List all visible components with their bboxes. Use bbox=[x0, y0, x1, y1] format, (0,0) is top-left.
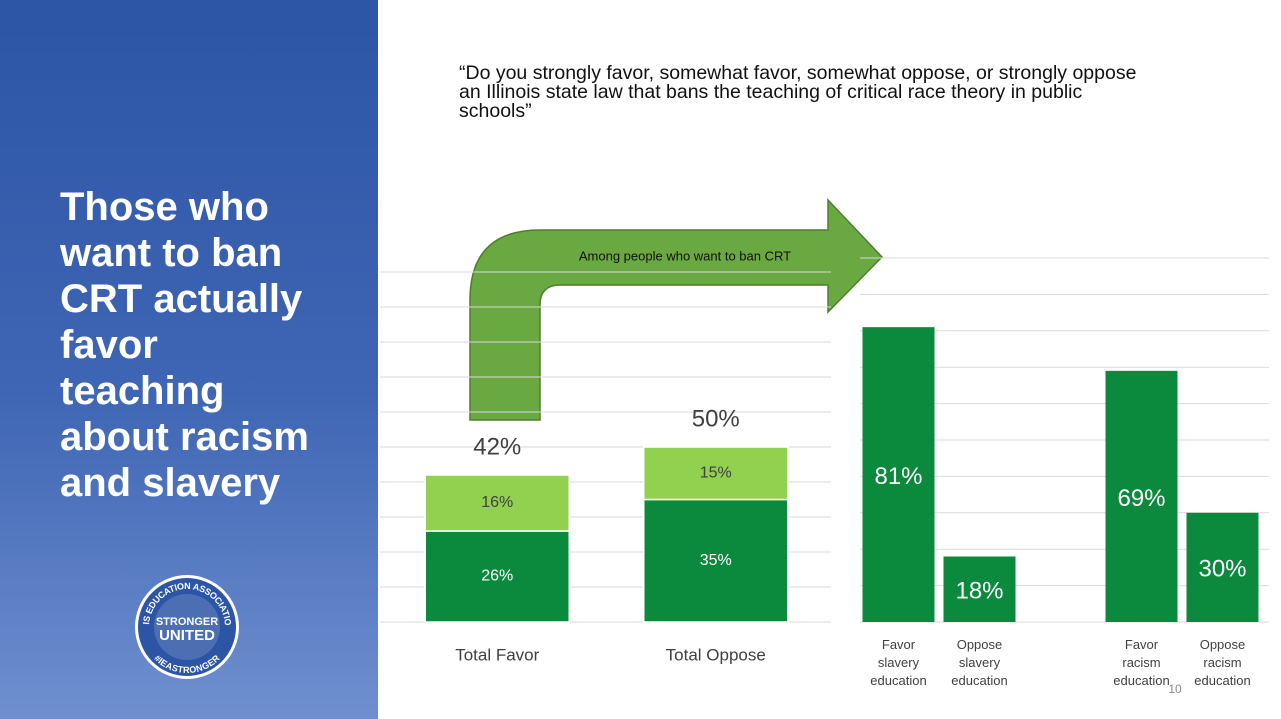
bar bbox=[943, 556, 1016, 622]
x-tick-label-line: education bbox=[951, 673, 1007, 688]
x-tick-label-line: Oppose bbox=[957, 637, 1003, 652]
value-label: 18% bbox=[955, 578, 1003, 605]
x-tick-label: Total Oppose bbox=[666, 645, 766, 664]
x-tick-label: Favor racism education bbox=[1113, 637, 1169, 688]
side-panel: Those who want to ban CRT actually favor… bbox=[0, 0, 378, 719]
value-label: 16% bbox=[481, 494, 513, 511]
value-label: 26% bbox=[481, 568, 513, 585]
value-label: 81% bbox=[874, 463, 922, 490]
logo-line1: STRONGER bbox=[156, 616, 218, 628]
bar-segment bbox=[643, 446, 789, 501]
bar bbox=[862, 327, 935, 622]
x-tick-label-line: racism bbox=[1203, 655, 1241, 670]
value-label: 35% bbox=[700, 552, 732, 569]
annotation: Among people who want to ban CRT bbox=[579, 248, 791, 263]
bar-segment bbox=[643, 498, 789, 623]
total-label: 50% bbox=[692, 405, 740, 432]
x-tick-label-line: Favor bbox=[1125, 637, 1159, 652]
x-tick-label: Oppose slavery education bbox=[951, 637, 1007, 688]
chart: Total Favor Total Oppose 26% 16% 42% 35% 15% 50… bbox=[380, 271, 831, 664]
x-tick-label-line: Oppose bbox=[1200, 637, 1246, 652]
logo-line2: UNITED bbox=[159, 627, 215, 644]
value-label: 15% bbox=[700, 464, 732, 481]
x-tick-label: Total Favor bbox=[455, 645, 539, 664]
total-label: 42% bbox=[473, 433, 521, 460]
question: “Do you strongly favor, somewhat favor, … bbox=[459, 62, 1137, 122]
x-tick-label: Oppose racism education bbox=[1194, 637, 1250, 688]
value-label: 69% bbox=[1117, 485, 1165, 512]
value-label: 30% bbox=[1198, 556, 1246, 583]
x-tick-label-line: slavery bbox=[959, 655, 1001, 670]
bar bbox=[1186, 512, 1259, 622]
x-tick-label-line: education bbox=[870, 673, 926, 688]
x-tick-label-line: slavery bbox=[878, 655, 920, 670]
x-tick-label-line: education bbox=[1194, 673, 1250, 688]
bar bbox=[1105, 370, 1178, 622]
x-tick-label-line: racism bbox=[1122, 655, 1160, 670]
x-tick-label-line: Favor bbox=[882, 637, 916, 652]
bar-segment bbox=[424, 530, 570, 623]
x-tick-label-line: education bbox=[1113, 673, 1169, 688]
page-number: 10 bbox=[1168, 682, 1182, 696]
logo: ILLINOIS EDUCATION ASSOCIATION-NEA #IEAS… bbox=[0, 0, 239, 679]
x-tick-label: Favor slavery education bbox=[870, 637, 926, 688]
chart: Favor slavery education Oppose slavery educat… bbox=[860, 257, 1269, 688]
arrow bbox=[469, 198, 884, 421]
slide-title: Those who want to ban CRT actually favor… bbox=[60, 185, 309, 505]
bar-segment bbox=[424, 474, 570, 532]
